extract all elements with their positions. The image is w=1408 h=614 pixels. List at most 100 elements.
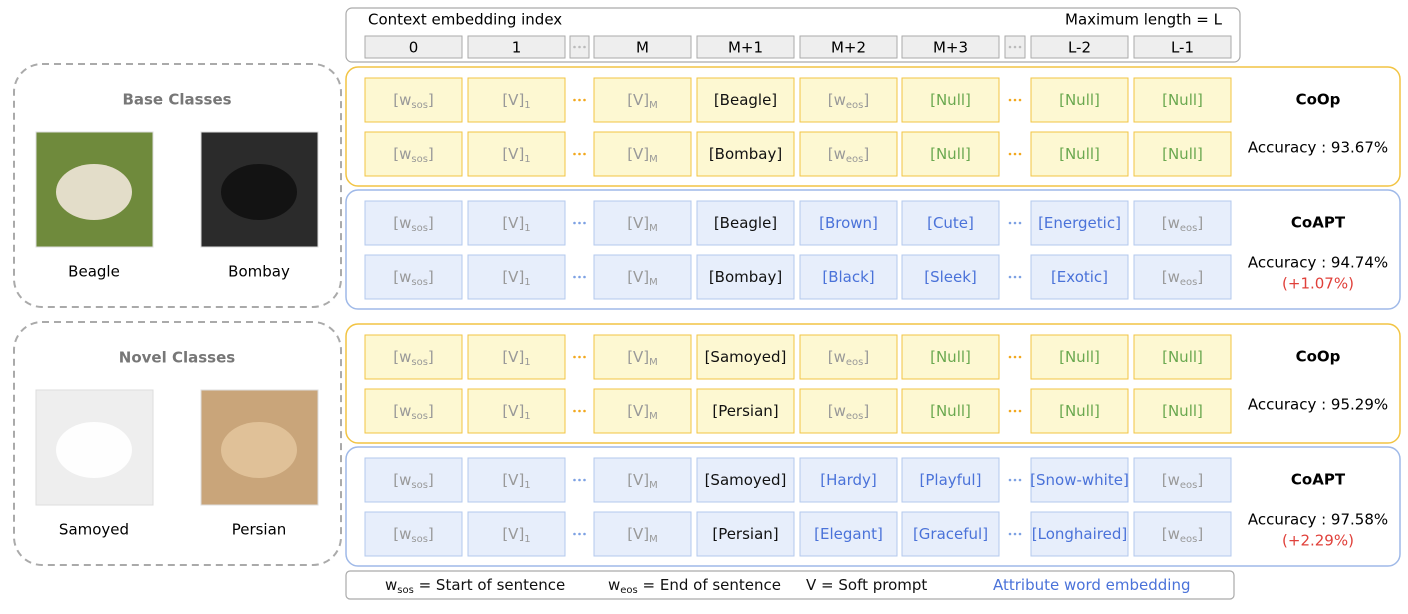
token-text: [Persian]: [712, 402, 778, 420]
dot: [573, 275, 576, 279]
token-after: ]: [428, 91, 434, 109]
token-text: [V]M: [627, 145, 658, 166]
token-main: [V]: [627, 471, 649, 489]
token-text: [Bombay]: [709, 268, 782, 286]
dot: [583, 409, 586, 413]
token-after: ]: [428, 471, 434, 489]
token-cell: [696, 388, 795, 434]
token-text: [wsos]: [393, 348, 434, 369]
dot: [573, 45, 576, 49]
index-cell: [1133, 35, 1232, 59]
token-text: [weos]: [828, 402, 869, 423]
token-main: [Null]: [1162, 348, 1203, 366]
token-after: ]: [428, 268, 434, 286]
dot: [1018, 45, 1022, 49]
token-cell: [1030, 334, 1129, 380]
token-sub: 1: [524, 411, 530, 422]
index-cell: [696, 35, 795, 59]
token-text: [Null]: [1162, 91, 1203, 109]
method-name: CoOp: [1296, 348, 1341, 366]
token-text: [Persian]: [712, 525, 778, 543]
token-main: [V]: [627, 145, 649, 163]
index-label: L-2: [1068, 39, 1091, 57]
dot: [573, 98, 576, 102]
token-text: [Elegant]: [814, 525, 883, 543]
token-sub: eos: [1180, 534, 1197, 545]
dot: [1008, 478, 1012, 482]
token-text: [Sleek]: [924, 268, 977, 286]
token-after: ]: [863, 91, 869, 109]
token-text: [Null]: [1059, 145, 1100, 163]
token-sub: M: [649, 223, 658, 234]
token-cell: [467, 200, 566, 246]
token-cell: [467, 457, 566, 503]
token-cell: [593, 200, 692, 246]
token-cell: [364, 511, 463, 557]
token-text: [V]1: [502, 268, 530, 289]
dot: [1008, 221, 1012, 225]
token-after: ]: [863, 348, 869, 366]
token-text: [Null]: [1059, 91, 1100, 109]
token-main: w: [385, 576, 397, 594]
token-cell: [1133, 388, 1232, 434]
token-main: [Null]: [1162, 402, 1203, 420]
dot: [573, 532, 576, 536]
token-main: [V]: [502, 471, 524, 489]
dot: [1008, 275, 1012, 279]
token-main: [w: [828, 348, 846, 366]
token-main: [Sleek]: [924, 268, 977, 286]
token-text: [Black]: [822, 268, 874, 286]
token-sub: sos: [411, 154, 428, 165]
image-label: Bombay: [228, 263, 290, 281]
token-cell: [1133, 131, 1232, 177]
token-cell: [364, 254, 463, 300]
token-cell: [593, 388, 692, 434]
token-sub: eos: [846, 357, 863, 368]
token-cell: [799, 254, 898, 300]
token-main: Attribute word embedding: [993, 576, 1190, 594]
token-main: [w: [1162, 214, 1180, 232]
token-sub: sos: [411, 534, 428, 545]
token-text: [V]M: [627, 471, 658, 492]
token-main: [V]: [502, 91, 524, 109]
token-text: [Graceful]: [913, 525, 988, 543]
token-main: [V]: [627, 525, 649, 543]
token-cell: [364, 334, 463, 380]
panel-title: Novel Classes: [119, 349, 235, 367]
token-sub: eos: [846, 154, 863, 165]
token-text: [V]1: [502, 91, 530, 112]
token-text: [weos]: [828, 348, 869, 369]
dot: [578, 478, 581, 482]
method-name: CoOp: [1296, 91, 1341, 109]
token-after: ]: [1197, 471, 1203, 489]
accuracy: Accuracy : 95.29%: [1248, 396, 1388, 414]
token-text: wsos = Start of sentence: [385, 576, 565, 597]
token-after: ]: [428, 525, 434, 543]
token-after: ]: [1197, 214, 1203, 232]
image-subject: [221, 422, 297, 478]
index-label: M: [636, 39, 649, 57]
token-main: [Null]: [930, 91, 971, 109]
token-main: [Samoyed]: [705, 348, 787, 366]
panel-title: Base Classes: [122, 91, 231, 109]
token-cell: [1030, 254, 1129, 300]
token-cell: [696, 77, 795, 123]
token-text: [Beagle]: [714, 214, 777, 232]
token-cell: [593, 131, 692, 177]
token-text: [V]1: [502, 348, 530, 369]
token-sub: eos: [1180, 277, 1197, 288]
token-text: [weos]: [828, 145, 869, 166]
token-main: [w: [1162, 268, 1180, 286]
token-text: [V]1: [502, 145, 530, 166]
dot: [1013, 409, 1017, 413]
token-main: [w: [393, 145, 411, 163]
token-cell: [1133, 200, 1232, 246]
token-main: [Samoyed]: [705, 471, 787, 489]
index-label: L-1: [1171, 39, 1194, 57]
token-cell: [901, 200, 1000, 246]
token-after: ]: [428, 145, 434, 163]
dot: [573, 355, 576, 359]
token-main: [w: [393, 268, 411, 286]
token-main: [w: [393, 402, 411, 420]
